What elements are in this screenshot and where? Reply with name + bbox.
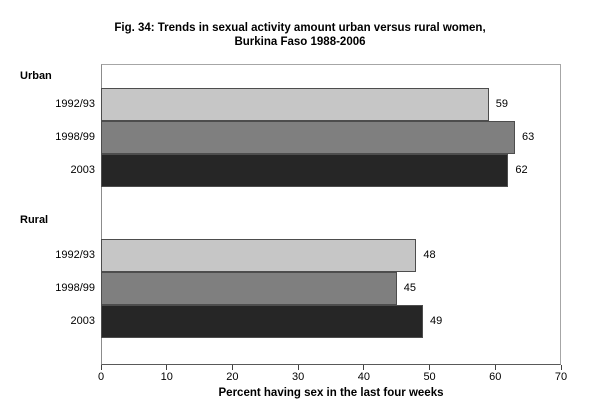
x-axis-tick-label: 50 [423, 371, 436, 383]
bar-rural-1992-93 [101, 239, 416, 272]
bar-urban-1992-93 [101, 88, 489, 121]
category-label: 2003 [70, 314, 95, 327]
category-label: 2003 [70, 163, 95, 176]
category-label: 1992/93 [55, 248, 95, 261]
x-axis-tick-label: 20 [226, 371, 239, 383]
chart-title: Fig. 34: Trends in sexual activity amoun… [0, 21, 600, 49]
value-label: 48 [423, 248, 436, 261]
chart-title-line-2: Burkina Faso 1988-2006 [234, 36, 366, 48]
category-label: 1998/99 [55, 281, 95, 294]
x-axis-tick [297, 365, 299, 370]
x-axis-tick [231, 365, 233, 370]
bar-rural-2003 [101, 305, 423, 338]
category-label: 1998/99 [55, 130, 95, 143]
chart-title-line-1: Fig. 34: Trends in sexual activity amoun… [114, 22, 486, 34]
value-label: 59 [495, 97, 508, 110]
value-label: 63 [522, 130, 535, 143]
x-axis-tick [429, 365, 431, 370]
x-axis-tick-label: 70 [554, 371, 568, 383]
bar-rural-1998-99 [101, 272, 397, 305]
bar-urban-1998-99 [101, 121, 515, 154]
bar-urban-2003 [101, 154, 508, 187]
group-label-urban: Urban [20, 70, 52, 82]
value-label: 62 [515, 163, 528, 176]
x-axis-tick-label: 40 [357, 371, 370, 383]
category-label: 1992/93 [55, 97, 95, 110]
x-axis-tick-label: 60 [489, 371, 502, 383]
value-label: 45 [403, 281, 416, 294]
x-axis-tick-label: 0 [97, 371, 105, 383]
x-axis-tick [363, 365, 365, 370]
x-axis-tick [494, 365, 496, 370]
x-axis-tick-label: 10 [160, 371, 173, 383]
x-axis-tick [100, 365, 102, 370]
x-axis-title: Percent having sex in the last four week… [218, 387, 444, 399]
x-axis-tick-label: 30 [292, 371, 305, 383]
x-axis-tick [560, 365, 562, 370]
group-label-rural: Rural [20, 214, 49, 226]
x-axis-tick [166, 365, 168, 370]
value-label: 49 [430, 314, 443, 327]
